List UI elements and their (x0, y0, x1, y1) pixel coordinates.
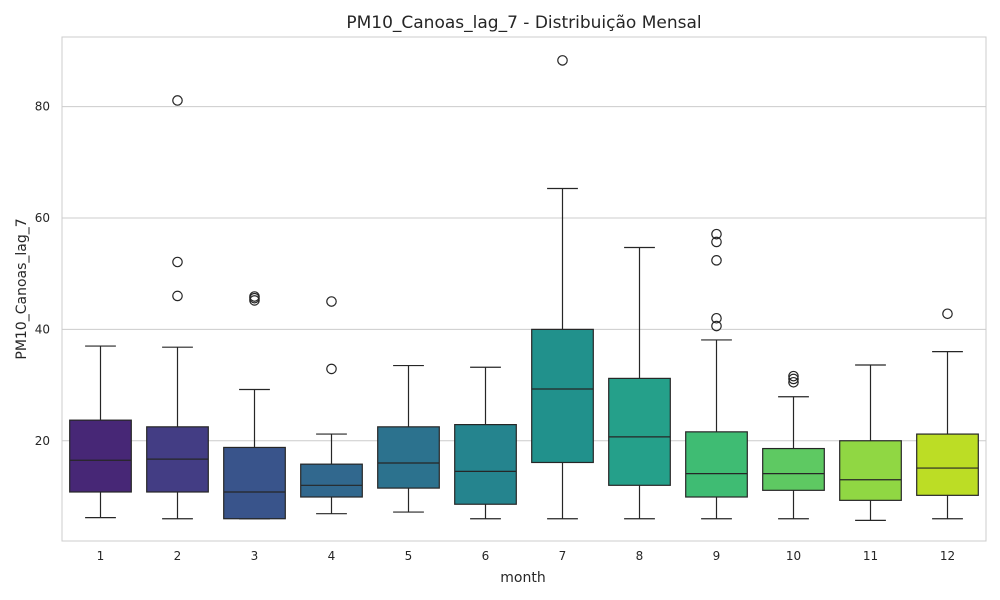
iqr-box (685, 431, 748, 498)
chart-title: PM10_Canoas_lag_7 - Distribuição Mensal (346, 13, 701, 33)
x-tick-label: 5 (405, 549, 413, 563)
outlier-point (711, 228, 722, 240)
outlier-point (788, 370, 799, 382)
iqr-box (916, 433, 979, 496)
box-month-12 (916, 308, 979, 520)
iqr-box (377, 426, 440, 489)
iqr-box (300, 463, 363, 498)
outlier-point (711, 236, 722, 248)
outlier-point (172, 95, 183, 106)
x-tick-label: 12 (940, 549, 955, 563)
outlier-point (711, 312, 722, 324)
box-month-7 (531, 55, 594, 520)
x-tick-label: 10 (786, 549, 801, 563)
box-month-6 (454, 366, 517, 520)
iqr-box (839, 440, 902, 501)
x-axis: 1 2 3 4 5 6 7 8 9 10 11 12 (97, 549, 955, 563)
box-month-1 (69, 345, 132, 519)
x-axis-label: month (500, 570, 545, 586)
y-tick-label: 20 (35, 434, 50, 448)
y-axis: 20 40 60 80 (35, 100, 50, 448)
box-month-11 (839, 364, 902, 521)
outlier-point (172, 290, 183, 302)
outlier-point (788, 373, 799, 385)
box-month-9 (685, 228, 748, 520)
box-month-3 (223, 291, 286, 520)
x-tick-label: 6 (482, 549, 490, 563)
y-axis-label: PM10_Canoas_lag_7 (14, 218, 30, 359)
outlier-point (711, 320, 722, 332)
iqr-box (69, 419, 132, 493)
y-tick-label: 60 (35, 211, 50, 225)
plot-area (61, 36, 987, 542)
iqr-box (762, 447, 825, 491)
x-tick-label: 1 (97, 549, 105, 563)
box-month-4 (300, 296, 363, 515)
box-month-5 (377, 364, 440, 513)
x-tick-label: 4 (328, 549, 336, 563)
iqr-box (531, 328, 594, 464)
outlier-point (788, 376, 799, 388)
x-tick-label: 3 (251, 549, 259, 563)
outlier-point (326, 363, 337, 375)
y-tick-label: 80 (35, 100, 50, 114)
x-tick-label: 11 (863, 549, 878, 563)
iqr-box (454, 424, 517, 505)
y-tick-label: 40 (35, 322, 50, 336)
iqr-box (608, 377, 671, 486)
outlier-point (326, 296, 337, 307)
outlier-point (172, 256, 183, 268)
outlier-point (249, 295, 260, 306)
outlier-point (557, 55, 568, 66)
box-month-10 (762, 370, 825, 520)
box-month-8 (608, 246, 671, 520)
outlier-point (942, 308, 953, 320)
x-tick-label: 8 (636, 549, 644, 563)
iqr-box (223, 446, 286, 520)
grid (62, 106, 986, 442)
box-series (69, 55, 979, 521)
x-tick-label: 2 (174, 549, 182, 563)
outlier-point (711, 255, 722, 266)
x-tick-label: 9 (713, 549, 721, 563)
x-tick-label: 7 (559, 549, 567, 563)
box-month-2 (146, 95, 209, 520)
